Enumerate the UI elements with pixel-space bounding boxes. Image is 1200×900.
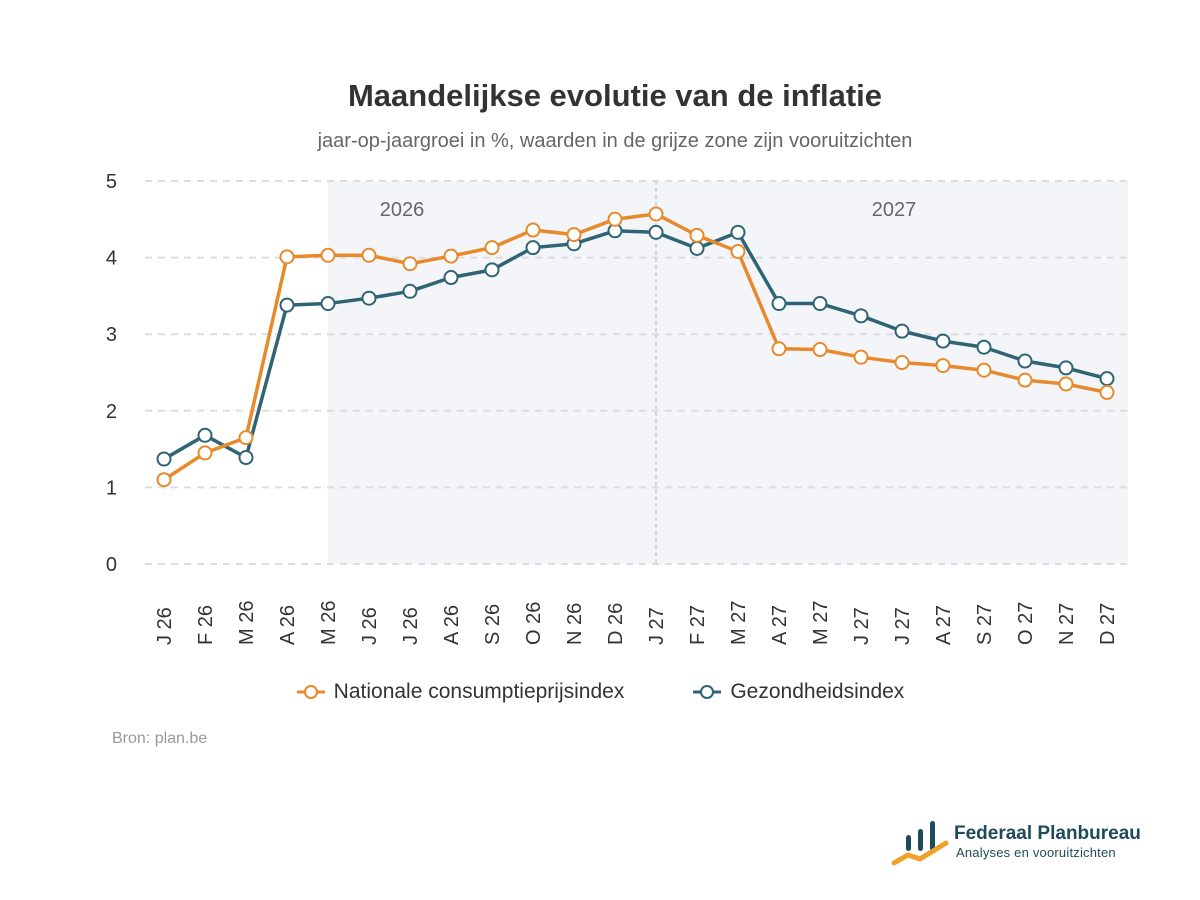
data-point-health: [197, 427, 213, 443]
data-point-cpi: [1017, 372, 1033, 388]
chart-subtitle: jaar-op-jaargroei in %, waarden in de gr…: [317, 130, 913, 152]
data-point-cpi: [566, 227, 582, 243]
forecast-zone: [328, 181, 1128, 564]
data-point-health: [238, 450, 254, 466]
brand-logo: Federaal Planbureau Analyses en vooruitz…: [890, 815, 1160, 875]
x-tick-label: J 26: [400, 607, 422, 645]
data-point-cpi: [894, 355, 910, 371]
data-point-health: [648, 224, 664, 240]
x-tick-label: M 27: [728, 601, 750, 645]
data-point-cpi: [361, 247, 377, 263]
x-tick-label: A 26: [277, 605, 299, 645]
data-point-cpi: [197, 445, 213, 461]
data-point-cpi: [320, 247, 336, 263]
x-tick-label: J 27: [646, 607, 668, 645]
data-point-health: [894, 323, 910, 339]
y-tick-label: 5: [106, 171, 117, 193]
data-point-cpi: [935, 358, 951, 374]
x-tick-label: N 27: [1056, 603, 1078, 645]
x-tick-label: D 27: [1097, 603, 1119, 645]
line-chart: 0 1 2 3 4 5 2026 2027 J 26 F 26 M 26 A 26 M 26 J 26 J …: [106, 171, 1128, 645]
x-tick-label: J 27: [851, 607, 873, 645]
data-point-health: [1099, 371, 1115, 387]
x-tick-label: J 26: [154, 607, 176, 645]
data-point-cpi: [484, 240, 500, 256]
x-tick-label: M 27: [810, 601, 832, 645]
chart-title: Maandelijkse evolutie van de inflatie: [347, 78, 883, 113]
data-point-cpi: [156, 472, 172, 488]
data-point-cpi: [607, 211, 623, 227]
data-point-cpi: [689, 227, 705, 243]
data-point-health: [976, 339, 992, 355]
data-point-health: [443, 270, 459, 286]
data-point-health: [730, 224, 746, 240]
legend-item-cpi[interactable]: Nationale consumptieprijsindex: [296, 680, 625, 704]
x-tick-label: M 26: [318, 601, 340, 645]
data-point-cpi: [812, 342, 828, 358]
data-point-health: [320, 296, 336, 312]
y-tick-label: 3: [106, 324, 117, 346]
x-tick-label: M 26: [236, 601, 258, 645]
data-point-cpi: [525, 222, 541, 238]
x-tick-label: J 27: [892, 607, 914, 645]
data-point-health: [771, 296, 787, 312]
planbureau-logo-icon: [891, 821, 949, 866]
chart-legend: Nationale consumptieprijsindex Gezondhei…: [0, 680, 1200, 704]
data-point-health: [156, 451, 172, 467]
x-tick-label: O 27: [1015, 602, 1037, 645]
year-label-2027: 2027: [872, 199, 917, 221]
data-point-health: [525, 240, 541, 256]
x-tick-label: A 27: [933, 605, 955, 645]
brand-tagline: Analyses en vooruitzichten: [956, 845, 1116, 860]
brand-name: Federaal Planbureau: [954, 823, 1141, 844]
x-tick-label: D 26: [605, 603, 627, 645]
data-point-health: [279, 297, 295, 313]
data-point-health: [484, 262, 500, 278]
data-point-health: [1017, 353, 1033, 369]
x-tick-label: S 26: [482, 604, 504, 645]
x-tick-label: F 26: [195, 605, 217, 645]
legend-marker-cpi-icon: [296, 685, 325, 699]
data-point-cpi: [238, 430, 254, 446]
data-point-cpi: [279, 249, 295, 265]
data-point-cpi: [976, 362, 992, 378]
data-point-cpi: [1058, 376, 1074, 392]
source-note: Bron: plan.be: [112, 730, 208, 747]
data-point-cpi: [402, 256, 418, 272]
data-point-cpi: [853, 349, 869, 365]
x-tick-label: A 26: [441, 605, 463, 645]
y-tick-label: 1: [106, 477, 117, 499]
y-tick-label: 4: [106, 248, 117, 270]
data-point-cpi: [1099, 384, 1115, 400]
data-point-health: [1058, 360, 1074, 376]
data-point-health: [689, 240, 705, 256]
year-label-2026: 2026: [380, 199, 425, 221]
x-tick-label: O 26: [523, 602, 545, 645]
data-point-cpi: [443, 248, 459, 264]
data-point-health: [402, 283, 418, 299]
legend-marker-health-icon: [693, 685, 722, 699]
x-tick-label: S 27: [974, 604, 996, 645]
x-tick-label: J 26: [359, 607, 381, 645]
data-point-health: [812, 296, 828, 312]
data-point-cpi: [730, 243, 746, 259]
y-tick-label: 0: [106, 554, 117, 576]
x-tick-label: F 27: [687, 605, 709, 645]
legend-item-health[interactable]: Gezondheidsindex: [692, 680, 904, 704]
data-point-cpi: [648, 206, 664, 222]
legend-label-health: Gezondheidsindex: [730, 680, 905, 703]
legend-label-cpi: Nationale consumptieprijsindex: [333, 680, 625, 703]
data-point-cpi: [771, 341, 787, 357]
data-point-health: [935, 333, 951, 349]
data-point-health: [361, 290, 377, 306]
y-tick-label: 2: [106, 401, 117, 423]
x-tick-label: N 26: [564, 603, 586, 645]
data-point-health: [853, 308, 869, 324]
x-tick-label: A 27: [769, 605, 791, 645]
